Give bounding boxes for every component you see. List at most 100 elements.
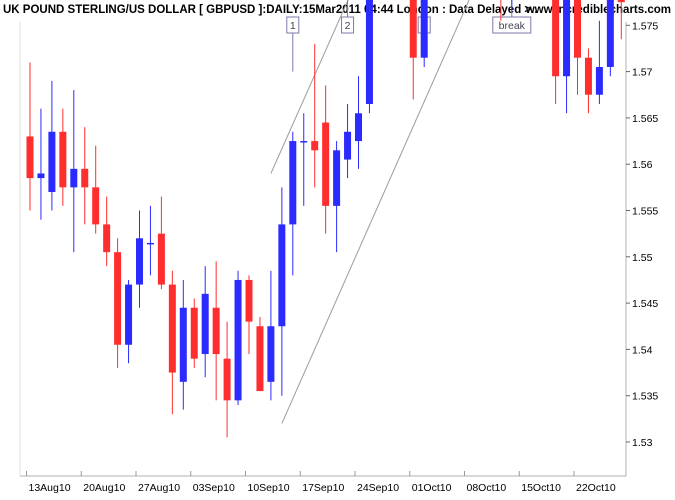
candle-body <box>168 284 176 373</box>
candle <box>574 0 581 95</box>
annotation-label: break <box>499 20 526 32</box>
annotation-box <box>286 16 300 34</box>
candle-body <box>114 252 122 345</box>
candle-body <box>70 168 78 188</box>
x-axis-ticks: 13Aug10 20Aug10 27Aug10 03Sep10 10Sep10 17Sep… <box>26 471 616 494</box>
y-tick-label: 1.535 <box>632 391 658 403</box>
candle-body <box>48 131 56 192</box>
candle <box>59 108 67 206</box>
y-tick-label: 1.565 <box>632 113 658 125</box>
trend-channel <box>270 0 470 424</box>
candle-body <box>617 0 625 3</box>
x-tick-label: 17Sep10 <box>302 482 344 494</box>
candle <box>146 205 154 276</box>
x-tick-label: 03Sep10 <box>193 482 235 494</box>
candle-body <box>300 141 308 143</box>
y-tick-label: 1.545 <box>632 298 658 310</box>
x-tick-label: 27Aug10 <box>138 482 180 494</box>
candle <box>234 270 242 405</box>
candle <box>365 0 373 114</box>
candle <box>595 20 603 105</box>
candle-body <box>146 242 154 245</box>
candle-body <box>103 224 111 253</box>
candle <box>26 62 34 211</box>
candle <box>552 0 560 105</box>
candle-body <box>59 131 67 188</box>
candle-body <box>584 57 592 95</box>
candle <box>48 80 56 211</box>
y-tick-label: 1.555 <box>632 206 658 218</box>
candle-body <box>179 307 187 382</box>
y-tick-label: 1.575 <box>632 20 658 32</box>
candle <box>125 279 133 364</box>
annotation-label: 2 <box>345 20 351 32</box>
candle <box>355 76 362 169</box>
candles <box>26 0 625 438</box>
candle <box>289 131 297 276</box>
axes <box>19 22 627 477</box>
candle <box>617 0 625 40</box>
annotation-box <box>492 16 532 34</box>
x-tick-label: 01Oct10 <box>412 482 452 494</box>
candle-body <box>245 279 253 322</box>
candle <box>344 104 352 179</box>
candle <box>201 266 209 378</box>
candle <box>278 187 286 396</box>
y-tick-label: 1.57 <box>632 67 653 79</box>
y-tick-label: 1.53 <box>632 437 653 449</box>
candle-body <box>234 279 242 401</box>
chart-title: UK POUND STERLING/US DOLLAR [ GBPUSD ]:D… <box>3 4 538 16</box>
candle-body <box>92 187 100 225</box>
candle-body <box>409 0 417 58</box>
candle-body <box>136 238 143 285</box>
y-tick-label: 1.56 <box>632 159 653 171</box>
candle-body <box>267 326 275 382</box>
candle-body <box>278 224 286 327</box>
candle <box>300 113 308 206</box>
candle-body <box>256 326 264 392</box>
candle <box>70 90 78 253</box>
candle <box>168 270 176 415</box>
candle-body <box>595 66 603 95</box>
candle <box>190 298 198 368</box>
candle-body <box>26 136 34 179</box>
candle <box>157 196 165 290</box>
site-url: www.incrediblecharts.com <box>525 4 671 16</box>
candle <box>103 196 111 267</box>
candle <box>563 0 571 114</box>
candle <box>409 0 417 100</box>
candle-body <box>81 168 89 188</box>
candle <box>114 238 122 368</box>
candle-body <box>311 141 319 151</box>
channel-line-upper <box>270 0 349 174</box>
candle-body <box>365 0 373 105</box>
y-axis-ticks: 1.53 1.535 1.54 1.545 1.55 1.555 1.56 1.565 1.57… <box>626 20 658 449</box>
candle-body <box>322 122 330 206</box>
candle-body <box>552 0 560 77</box>
candle-body <box>606 0 614 67</box>
candle-body <box>190 307 198 359</box>
candle <box>81 127 89 225</box>
x-tick-label: 24Sep10 <box>357 482 399 494</box>
candle <box>136 210 143 308</box>
x-tick-label: 20Aug10 <box>83 482 125 494</box>
x-tick-label: 13Aug10 <box>29 482 71 494</box>
annotation-box <box>341 16 355 34</box>
candle <box>179 279 187 410</box>
candle-body <box>574 0 581 58</box>
candle-body <box>201 293 209 355</box>
candle <box>333 141 341 253</box>
candle-body <box>563 0 571 77</box>
x-tick-label: 10Sep10 <box>248 482 290 494</box>
candle <box>420 0 428 67</box>
candle <box>267 270 275 401</box>
candle-body <box>223 358 231 401</box>
candle-body <box>125 284 133 345</box>
candle <box>37 108 45 220</box>
x-tick-label: 22Oct10 <box>576 482 616 494</box>
candle-body <box>212 307 220 355</box>
candle <box>606 0 614 77</box>
candle-body <box>289 141 297 225</box>
candle <box>322 85 330 234</box>
